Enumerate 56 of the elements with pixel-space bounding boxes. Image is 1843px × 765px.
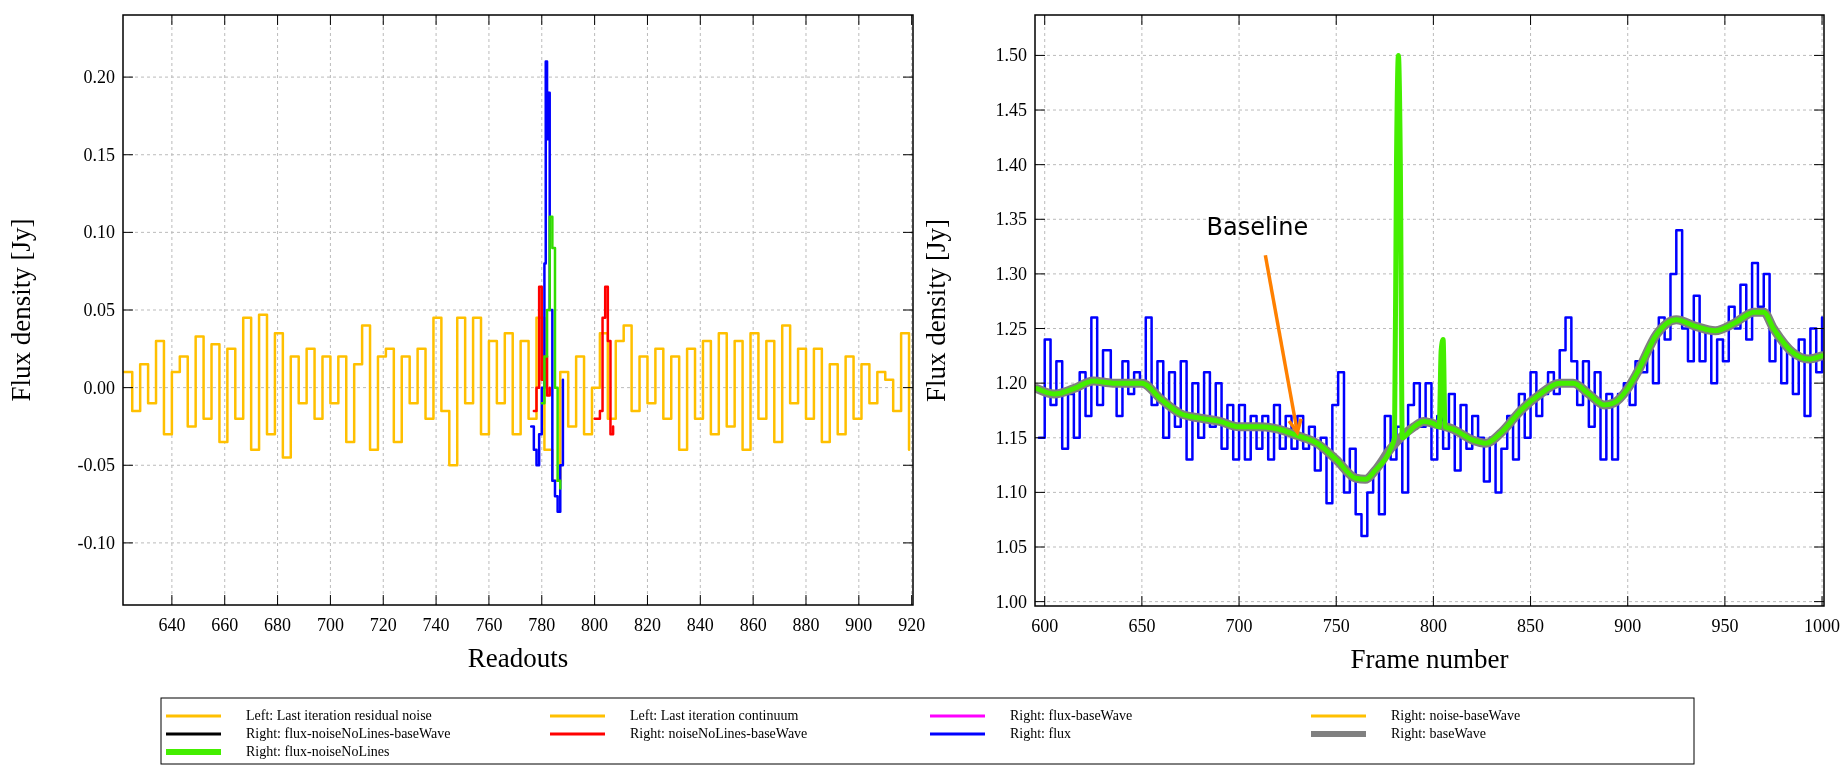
y-tick-label: 1.00 [995,591,1027,612]
y-tick-label: 0.15 [83,144,115,165]
annotation: Baseline [1206,213,1309,242]
x-tick-label: 820 [633,615,661,635]
legend-label: Left: Last iteration continuum [630,708,799,723]
y-tick-label: 1.20 [995,373,1027,394]
y-tick-label: 0.05 [83,300,115,320]
x-tick-label: 760 [475,615,503,635]
x-tick-label: 950 [1711,616,1739,636]
y-tick-label: 0.10 [83,222,115,243]
y-tick-label: 1.35 [995,209,1027,230]
x-tick-label: 880 [792,615,820,635]
legend-label: Right: noise-baseWave [1391,708,1521,723]
y-tick-label: 1.30 [995,263,1027,284]
x-tick-label: 750 [1322,616,1350,636]
y-tick-label: 0.00 [83,377,115,398]
y-axis-title: Flux density [Jy] [921,218,951,403]
legend-label: Left: Last iteration residual noise [246,708,432,723]
y-tick-label: 1.40 [995,154,1027,175]
x-tick-label: 860 [739,615,767,635]
y-tick-label: 1.15 [995,427,1027,448]
x-tick-label: 700 [1225,616,1253,636]
x-tick-label: 700 [316,615,344,635]
legend-label: Right: flux-noiseNoLines-baseWave [246,726,451,741]
x-tick-label: 900 [845,615,873,635]
x-tick-label: 900 [1614,616,1642,636]
y-tick-label: 1.05 [995,537,1027,558]
x-tick-label: 780 [528,615,556,635]
y-tick-label: 1.25 [995,318,1027,339]
legend-label: Right: baseWave [1391,726,1486,741]
y-tick-label: 1.45 [995,100,1027,121]
x-tick-label: 1000 [1804,616,1841,636]
x-tick-label: 650 [1128,616,1156,636]
x-axis-title: Frame number [1350,644,1509,674]
x-tick-label: 740 [422,615,450,635]
legend-label: Right: flux-noiseNoLines [246,744,390,759]
legend-label: Right: flux [1010,726,1072,741]
x-tick-label: 920 [898,615,926,635]
x-tick-label: 850 [1517,616,1545,636]
x-tick-label: 600 [1031,616,1059,636]
y-tick-label: 0.20 [83,67,115,88]
x-tick-label: 660 [211,615,239,635]
y-tick-label: 1.50 [995,45,1027,66]
y-tick-label: -0.05 [77,455,115,476]
x-tick-label: 680 [264,615,292,635]
y-tick-label: 1.10 [995,482,1027,503]
x-tick-label: 840 [686,615,714,635]
x-tick-label: 720 [369,615,397,635]
y-axis-title: Flux density [Jy] [6,218,36,402]
legend-label: Right: flux-baseWave [1010,708,1133,723]
x-axis-title: Readouts [467,643,569,673]
x-tick-label: 800 [1419,616,1447,636]
x-tick-label: 800 [581,615,609,635]
legend-label: Right: noiseNoLines-baseWave [630,726,808,741]
y-tick-label: -0.10 [77,532,115,553]
x-tick-label: 640 [158,615,186,635]
